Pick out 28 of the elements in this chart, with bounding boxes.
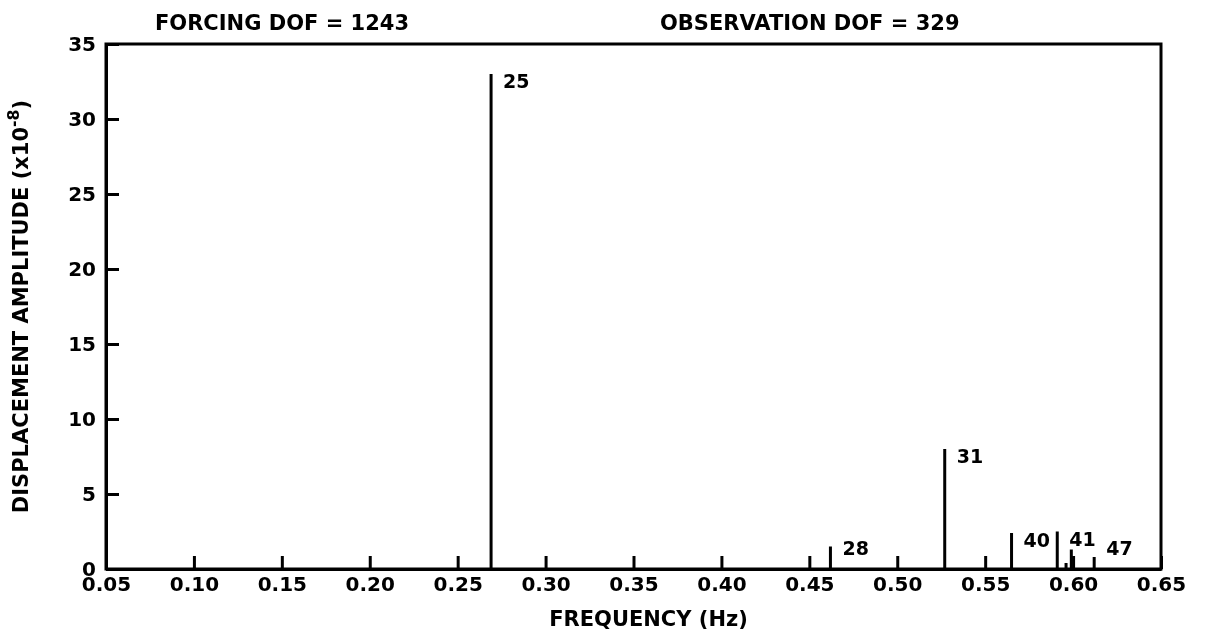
x-tick-label: 0.40 bbox=[697, 572, 747, 597]
x-tick-label: 0.15 bbox=[257, 572, 308, 597]
x-tick-label: 0.10 bbox=[169, 572, 220, 597]
x-tick-label: 0.35 bbox=[609, 572, 659, 597]
y-tick-label: 20 bbox=[68, 256, 96, 281]
x-tick-label: 0.45 bbox=[785, 572, 835, 597]
y-tick-label: 25 bbox=[68, 181, 96, 206]
annotation: 25 bbox=[503, 70, 530, 92]
y-tick-label: 10 bbox=[68, 406, 96, 431]
x-axis-title: FREQUENCY (Hz) bbox=[549, 607, 748, 631]
annotation: 31 bbox=[956, 445, 984, 467]
annotation: 47 bbox=[1106, 537, 1133, 559]
x-tick-label: 0.65 bbox=[1136, 572, 1187, 597]
y-tick-label: 35 bbox=[68, 31, 96, 56]
annotation: 40 bbox=[1023, 529, 1050, 551]
x-tick-label: 0.30 bbox=[521, 572, 571, 597]
x-tick-label: 0.60 bbox=[1048, 572, 1099, 597]
x-tick-label: 0.50 bbox=[873, 572, 923, 597]
x-tick-label: 0.55 bbox=[960, 572, 1011, 597]
y-tick-label: 5 bbox=[82, 481, 96, 506]
chart-subtitle: OBSERVATION DOF = 329 bbox=[660, 11, 960, 35]
y-tick-label: 15 bbox=[68, 331, 96, 356]
annotation: 41 bbox=[1069, 527, 1096, 550]
annotation: 28 bbox=[842, 537, 869, 559]
x-tick-label: 0.20 bbox=[345, 572, 395, 597]
chart-title: FORCING DOF = 1243 bbox=[155, 11, 410, 35]
y-tick-label: 30 bbox=[68, 106, 96, 131]
x-tick-label: 0.25 bbox=[433, 572, 483, 597]
